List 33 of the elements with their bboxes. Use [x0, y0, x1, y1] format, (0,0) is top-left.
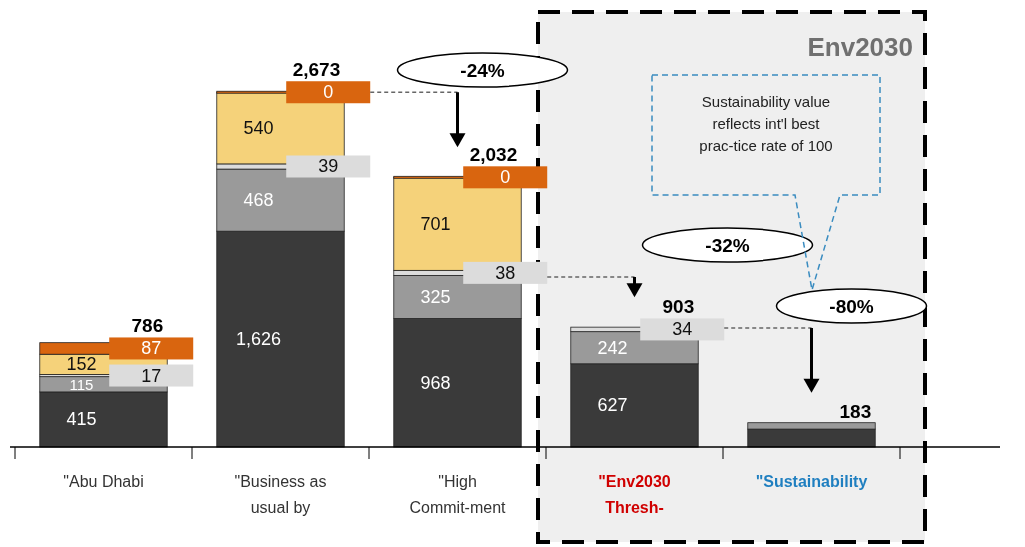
x-tick-label: "Business as usual by — [234, 473, 327, 516]
data-label: 0 — [500, 167, 511, 188]
data-label: 415 — [66, 409, 97, 430]
total-label: 2,673 — [292, 59, 341, 81]
x-tick-label: "High Commit-ment — [409, 473, 507, 516]
total-label: 183 — [839, 400, 872, 422]
total-label: 903 — [662, 296, 695, 318]
annotation: -32% — [705, 235, 750, 256]
data-label: 540 — [243, 118, 274, 139]
x-tick-label: "Sustainability — [755, 473, 868, 490]
x-tick-label: "Abu Dhabi — [63, 473, 144, 490]
data-label: 39 — [318, 156, 339, 177]
total-label: 2,032 — [469, 144, 518, 166]
data-label: 87 — [141, 338, 162, 359]
text: -24% — [460, 60, 505, 81]
total-label: 786 — [131, 315, 164, 337]
data-label: 968 — [420, 372, 451, 393]
data-label: 34 — [672, 319, 693, 340]
text: Env2030 — [807, 32, 913, 62]
data-label: 325 — [420, 286, 451, 307]
data-label: 701 — [420, 213, 451, 234]
data-label: 38 — [495, 262, 516, 283]
data-label: 468 — [243, 190, 274, 211]
data-label: 0 — [323, 82, 334, 103]
data-label: 17 — [141, 365, 162, 386]
x-tick-label: "Env2030 Thresh- — [598, 473, 671, 516]
data-label: 627 — [597, 395, 628, 416]
annotation: -80% — [829, 296, 874, 317]
data-label: 242 — [597, 337, 628, 358]
data-label: 1,626 — [235, 329, 282, 350]
annotation: Sustainability value reflects int'l best prac-tice rate of 100 — [699, 93, 833, 154]
data-label: 115 — [69, 376, 94, 394]
data-label: 152 — [66, 354, 97, 375]
